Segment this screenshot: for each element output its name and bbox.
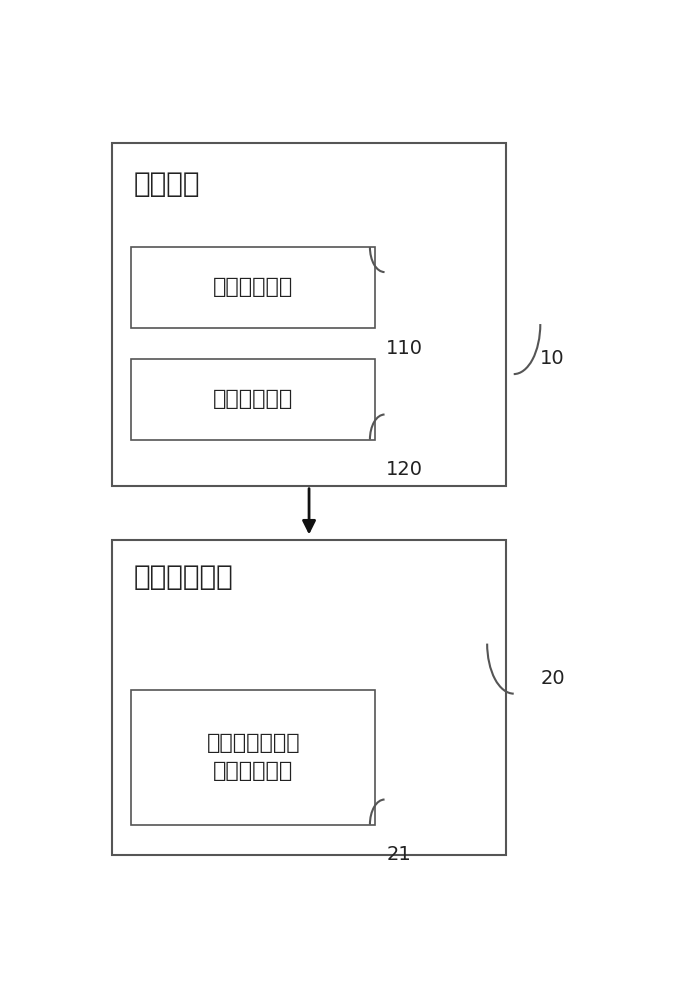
Bar [131, 247, 375, 328]
Text: 第二测量组件: 第二测量组件 [213, 389, 294, 409]
Text: 第一测量组件: 第一测量组件 [213, 277, 294, 297]
Bar [113, 143, 506, 486]
Text: 10: 10 [541, 349, 565, 368]
Text: 20: 20 [541, 669, 565, 688]
Bar [131, 359, 375, 440]
Bar [113, 540, 506, 855]
Text: 信号处理单元: 信号处理单元 [134, 563, 233, 591]
Text: 堆芯中子通量密
度信号处理柜: 堆芯中子通量密 度信号处理柜 [206, 733, 300, 781]
Bar [131, 690, 375, 825]
Text: 21: 21 [386, 845, 411, 864]
Text: 120: 120 [386, 460, 423, 479]
Text: 测量组件: 测量组件 [134, 170, 200, 198]
Text: 110: 110 [386, 339, 423, 358]
